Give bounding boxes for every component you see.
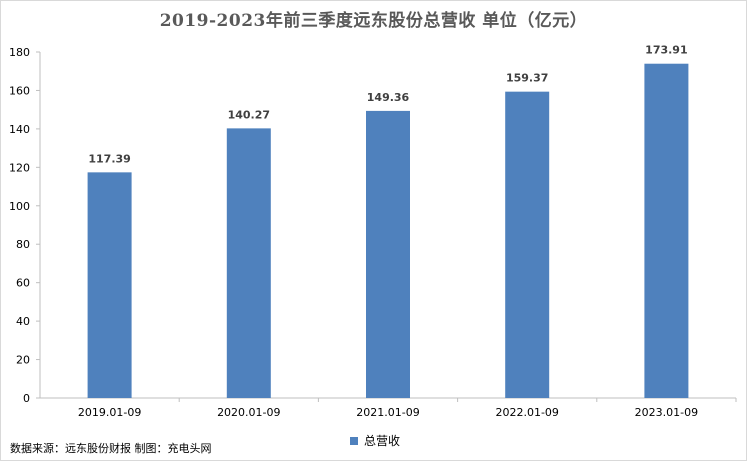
legend-swatch <box>350 436 358 445</box>
y-tick-label: 20 <box>16 354 30 367</box>
x-tick-label: 2023.01-09 <box>635 406 698 419</box>
y-tick-label: 100 <box>9 200 30 213</box>
x-tick-label: 2020.01-09 <box>217 406 280 419</box>
data-label: 173.91 <box>645 44 687 57</box>
data-label: 159.37 <box>506 72 548 85</box>
chart-title: 2019-2023年前三季度远东股份总营收 单位（亿元） <box>159 11 588 31</box>
x-tick-label: 2021.01-09 <box>356 406 419 419</box>
bar <box>366 110 410 399</box>
source-note: 数据来源：远东股份财报 制图：充电头网 <box>10 442 212 455</box>
x-tick-label: 2019.01-09 <box>78 406 141 419</box>
data-label: 117.39 <box>88 152 130 165</box>
bar <box>505 91 550 398</box>
y-tick-label: 40 <box>16 315 30 328</box>
y-tick-label: 160 <box>9 84 30 97</box>
y-tick-label: 140 <box>9 123 30 136</box>
data-label: 149.36 <box>367 91 410 104</box>
bar <box>87 172 132 398</box>
y-tick-label: 180 <box>9 46 30 59</box>
y-tick-label: 80 <box>16 238 30 251</box>
y-tick-label: 0 <box>23 392 30 405</box>
x-tick-label: 2022.01-09 <box>495 406 558 419</box>
bar <box>644 63 689 399</box>
legend-label: 总营收 <box>364 434 401 448</box>
bar <box>226 128 271 399</box>
y-tick-label: 120 <box>9 161 30 174</box>
legend: 总营收 <box>350 432 400 449</box>
y-tick-label: 60 <box>16 277 30 290</box>
data-label: 140.27 <box>228 108 270 121</box>
